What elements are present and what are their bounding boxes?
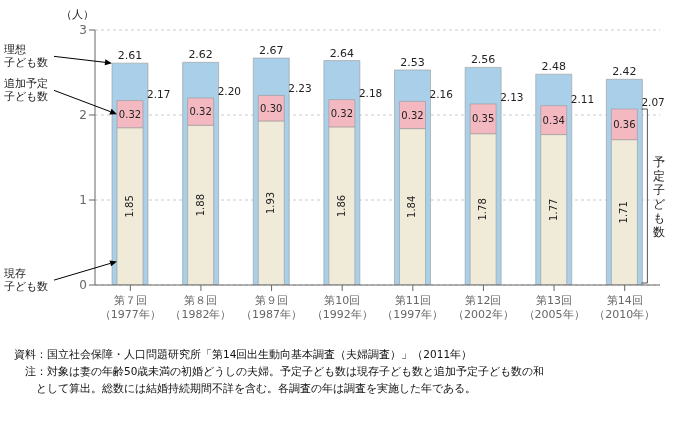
svg-text:2.11: 2.11 <box>571 93 594 105</box>
svg-text:予定子ども数: 予定子ども数 <box>653 155 665 239</box>
svg-text:1.85: 1.85 <box>124 195 135 217</box>
svg-text:0.32: 0.32 <box>189 106 211 117</box>
svg-text:2.23: 2.23 <box>288 82 311 94</box>
svg-text:追加予定子ども数: 追加予定子ども数 <box>8 77 48 103</box>
svg-text:2.64: 2.64 <box>330 47 355 60</box>
svg-text:2.07: 2.07 <box>641 96 664 108</box>
svg-text:理想子ども数: 理想子ども数 <box>8 43 48 69</box>
svg-text:1.71: 1.71 <box>618 201 629 223</box>
svg-text:0.32: 0.32 <box>401 110 423 121</box>
svg-text:0: 0 <box>79 278 87 292</box>
svg-text:2.42: 2.42 <box>612 65 637 78</box>
svg-text:1.84: 1.84 <box>407 196 418 218</box>
svg-text:2.17: 2.17 <box>147 88 170 100</box>
svg-text:1.77: 1.77 <box>548 199 559 221</box>
svg-text:第13回（2005年）: 第13回（2005年） <box>524 294 585 321</box>
svg-text:2.20: 2.20 <box>218 85 241 97</box>
svg-text:2.13: 2.13 <box>500 91 523 103</box>
svg-text:2.62: 2.62 <box>188 48 213 61</box>
svg-text:0.32: 0.32 <box>119 109 141 120</box>
svg-text:0.35: 0.35 <box>472 113 494 124</box>
svg-text:現存子ども数: 現存子ども数 <box>8 267 48 293</box>
svg-text:0.30: 0.30 <box>260 103 282 114</box>
svg-text:1.86: 1.86 <box>336 195 347 217</box>
svg-text:第11回（1997年）: 第11回（1997年） <box>382 294 443 321</box>
svg-text:3: 3 <box>79 23 87 37</box>
svg-text:0.32: 0.32 <box>331 108 353 119</box>
html-text:注：対象は妻の年齢50歳未満の初婚どうしの夫婦。予定子ども数: 注：対象は妻の年齢50歳未満の初婚どうしの夫婦。予定子ども数は現存子ども数と追加… <box>14 365 545 377</box>
svg-text:第10回（1992年）: 第10回（1992年） <box>312 294 373 321</box>
svg-text:2.16: 2.16 <box>430 88 454 100</box>
svg-text:第８回（1982年）: 第８回（1982年） <box>170 294 231 321</box>
svg-text:（人）: （人） <box>61 8 94 21</box>
svg-text:2.53: 2.53 <box>400 56 425 69</box>
svg-text:2.48: 2.48 <box>542 60 567 73</box>
svg-text:0.34: 0.34 <box>543 115 565 126</box>
svg-text:2.67: 2.67 <box>259 44 284 57</box>
svg-text:1.93: 1.93 <box>265 192 276 214</box>
svg-text:2.56: 2.56 <box>471 53 496 66</box>
svg-text:第９回（1987年）: 第９回（1987年） <box>241 294 302 321</box>
svg-text:2: 2 <box>79 108 87 122</box>
svg-text:0.36: 0.36 <box>613 119 635 130</box>
svg-text:第７回（1977年）: 第７回（1977年） <box>100 294 161 321</box>
svg-text:2.18: 2.18 <box>359 87 382 99</box>
html-text:として算出。総数には結婚持続期間不詳を含む。各調査の年は調査: として算出。総数には結婚持続期間不詳を含む。各調査の年は調査を実施した年である。 <box>14 382 476 394</box>
html-text:資料：国立社会保障・人口問題研究所「第14回出生動向基本調査: 資料：国立社会保障・人口問題研究所「第14回出生動向基本調査（夫婦調査）」（20… <box>14 348 473 360</box>
svg-text:1.78: 1.78 <box>477 198 488 220</box>
svg-text:1.88: 1.88 <box>195 194 206 216</box>
svg-text:1: 1 <box>79 193 87 207</box>
svg-text:第14回（2010年）: 第14回（2010年） <box>594 294 655 321</box>
svg-text:第12回（2002年）: 第12回（2002年） <box>453 294 514 321</box>
svg-text:2.61: 2.61 <box>118 49 143 62</box>
